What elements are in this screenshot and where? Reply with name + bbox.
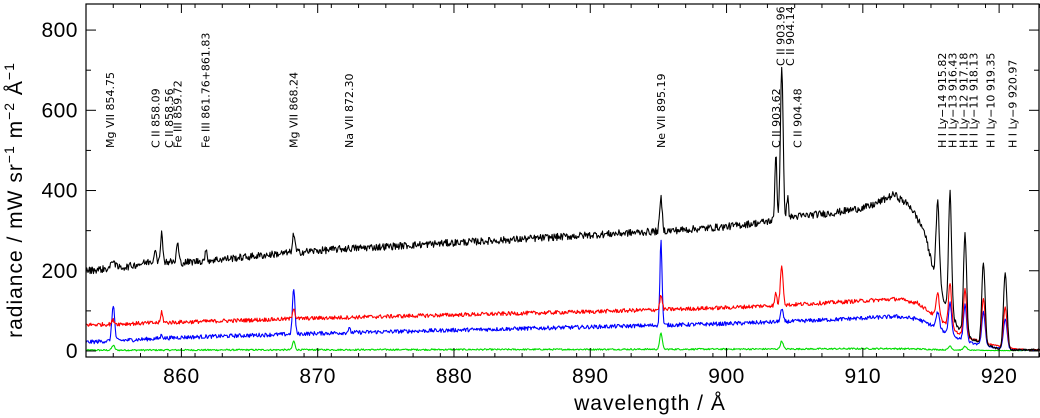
- y-tick-label: 400: [41, 180, 78, 203]
- y-tick-label: 600: [41, 99, 78, 122]
- line-label: H I Ly−11 918.13: [968, 53, 981, 148]
- line-label: H I Ly−12 917.18: [958, 53, 971, 148]
- y-axis-title: radiance / mW sr−1 m−2 Å−1: [1, 62, 27, 338]
- line-label: C II 904.14: [784, 6, 797, 66]
- line-label: C II 903.96: [775, 6, 788, 66]
- line-label: C II 904.48: [792, 88, 805, 148]
- line-label: C II 903.62: [770, 88, 783, 148]
- line-label: Mg VII 868.24: [288, 72, 301, 148]
- line-label: H I Ly−14 915.82: [936, 53, 949, 148]
- line-label: C II 858.56: [163, 88, 176, 148]
- y-tick-label: 200: [41, 260, 78, 283]
- x-tick-label: 910: [845, 365, 882, 388]
- x-tick-label: 880: [436, 365, 473, 388]
- spectrum-series-line: [85, 332, 1040, 352]
- line-label: Ne VII 895.19: [655, 74, 668, 149]
- x-tick-label: 900: [708, 365, 745, 388]
- line-label: H I Ly−9 920.97: [1006, 60, 1019, 148]
- line-label: H I Ly−10 919.35: [984, 53, 997, 148]
- line-label: Mg VII 854.75: [104, 72, 117, 148]
- x-axis-title: wavelength / Å: [573, 392, 726, 415]
- y-tick-label: 800: [41, 19, 78, 42]
- spectrum-series-line: [85, 265, 1040, 351]
- spectrum-series-line: [85, 66, 1040, 352]
- plot-lines: [85, 66, 1040, 352]
- y-tick-label: 0: [66, 340, 78, 363]
- line-label: Na VII 872.30: [343, 74, 356, 148]
- plot-frame: [85, 3, 1040, 358]
- line-label: C II 858.09: [149, 88, 162, 148]
- x-tick-label: 920: [981, 365, 1018, 388]
- axis-ticks: 860 870 880 890 900 910 920 0 200 400 600 800: [41, 4, 1040, 388]
- line-label: Fe III 859.72: [172, 80, 185, 148]
- x-tick-label: 890: [572, 365, 609, 388]
- x-tick-label: 870: [299, 365, 336, 388]
- spectrum-series-line: [85, 239, 1040, 352]
- x-tick-label: 860: [163, 365, 200, 388]
- line-label: Fe III 861.76+861.83: [199, 33, 212, 148]
- line-label: H I Ly−13 916.43: [947, 53, 960, 148]
